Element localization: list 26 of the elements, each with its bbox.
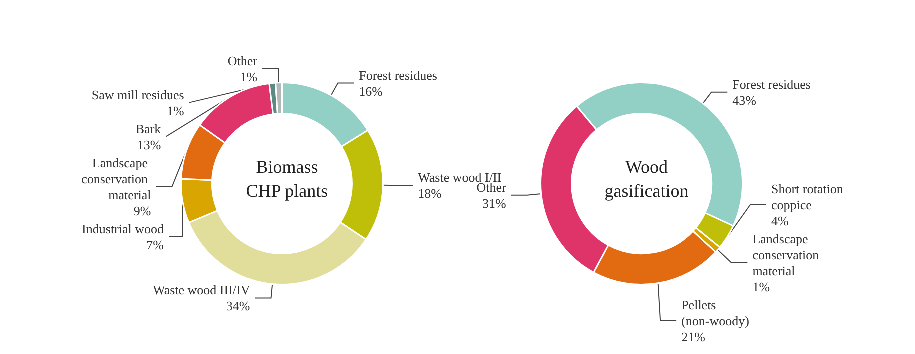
text: Biomass CHP plants xyxy=(246,156,328,201)
data-label: 31% xyxy=(482,196,507,211)
slice-label: Other xyxy=(228,53,258,68)
data-label: 18% xyxy=(418,186,442,202)
data-label: 1% xyxy=(752,280,770,294)
slice-label: Landscape conservation material xyxy=(752,232,822,278)
slice-label: Landscape conservation material xyxy=(82,155,152,202)
data-label: 16% xyxy=(359,84,384,99)
data-label: 9% xyxy=(134,203,152,218)
data-label: 21% xyxy=(682,330,706,344)
text: Wood gasification xyxy=(604,156,689,201)
slice-label: Pellets (non-woody) xyxy=(682,298,750,328)
data-label: 34% xyxy=(226,298,250,314)
slice-label: Forest residues xyxy=(359,68,438,83)
data-label: 13% xyxy=(137,137,162,152)
slice-label: Industrial wood xyxy=(82,221,165,236)
slice-label: Bark xyxy=(136,121,162,136)
slice-label: Waste wood III/IV xyxy=(153,282,251,298)
slice-label: Forest residues xyxy=(732,76,812,92)
data-label: 4% xyxy=(771,214,789,228)
slice-label: Short rotation coppice xyxy=(771,182,847,212)
data-label: 1% xyxy=(166,103,184,118)
slice-label: Saw mill residues xyxy=(92,87,184,102)
data-label: 7% xyxy=(146,237,164,252)
data-label: 1% xyxy=(240,69,258,84)
data-label: 43% xyxy=(732,92,757,108)
